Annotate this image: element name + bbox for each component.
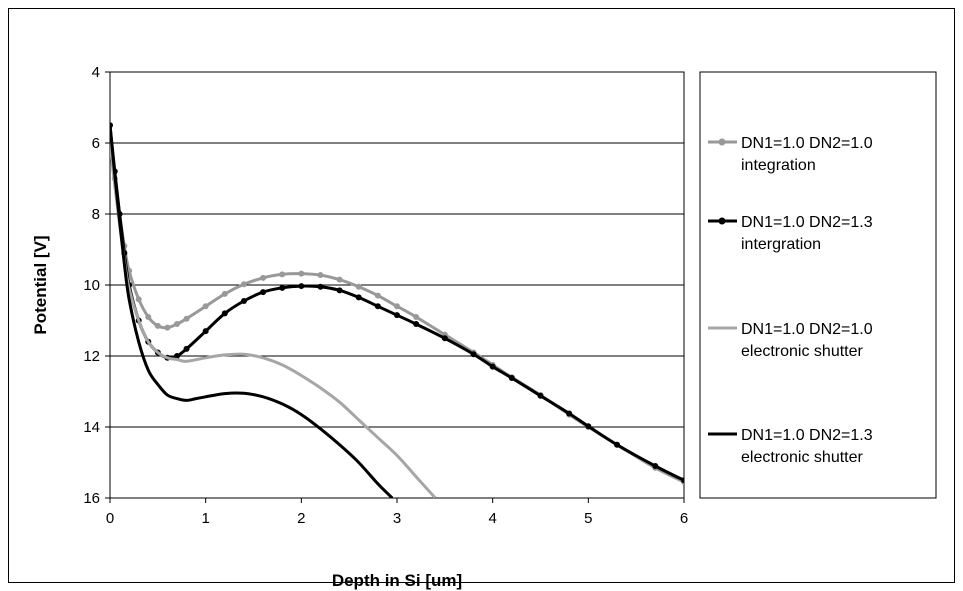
data-point bbox=[240, 297, 247, 304]
x-axis-title: Depth in Si [um] bbox=[332, 571, 462, 590]
legend-label: integration bbox=[741, 157, 816, 174]
series-4 bbox=[110, 125, 394, 498]
legend-marker bbox=[718, 217, 726, 225]
y-tick-label: 16 bbox=[83, 490, 100, 507]
y-tick-label: 8 bbox=[92, 206, 100, 223]
legend-label: electronic shutter bbox=[741, 449, 864, 466]
data-point bbox=[260, 289, 267, 296]
data-point bbox=[202, 303, 209, 310]
data-point bbox=[221, 290, 228, 297]
y-tick-label: 14 bbox=[83, 419, 100, 436]
data-point bbox=[317, 283, 324, 290]
data-point bbox=[681, 477, 684, 484]
x-tick-label: 4 bbox=[488, 510, 496, 527]
data-point bbox=[298, 283, 305, 290]
legend-entry-3: DN1=1.0 DN2=1.0 electronic shutter bbox=[708, 321, 873, 360]
data-point bbox=[183, 315, 190, 322]
data-point bbox=[566, 410, 573, 417]
legend-entry-4: DN1=1.0 DN2=1.3 electronic shutter bbox=[708, 427, 873, 466]
data-point bbox=[441, 335, 448, 342]
data-point bbox=[154, 322, 161, 329]
x-tick-label: 1 bbox=[201, 510, 209, 527]
legend-entry-2: DN1=1.0 DN2=1.3 intergration bbox=[708, 214, 873, 253]
legend-label: DN1=1.0 DN2=1.3 bbox=[741, 427, 873, 444]
x-tick-label: 0 bbox=[106, 510, 114, 527]
series-line-4 bbox=[110, 125, 394, 498]
data-point bbox=[614, 441, 621, 448]
data-point bbox=[413, 313, 420, 320]
legend bbox=[699, 71, 937, 499]
y-tick-label: 10 bbox=[83, 277, 100, 294]
data-point bbox=[585, 423, 592, 430]
data-point bbox=[164, 324, 171, 331]
data-point bbox=[145, 313, 152, 320]
legend-label: intergration bbox=[741, 236, 821, 253]
y-tick-label: 12 bbox=[83, 348, 100, 365]
data-point bbox=[279, 284, 286, 291]
series-layer bbox=[110, 122, 684, 498]
y-axis-title: Potential [V] bbox=[31, 235, 50, 334]
data-point bbox=[298, 270, 305, 277]
data-point bbox=[202, 328, 209, 335]
data-point bbox=[413, 321, 420, 328]
data-point bbox=[221, 310, 228, 317]
series-2 bbox=[110, 122, 684, 484]
data-point bbox=[173, 353, 180, 359]
data-point bbox=[336, 276, 343, 283]
data-point bbox=[173, 321, 180, 328]
data-point bbox=[317, 272, 324, 279]
data-point bbox=[652, 463, 659, 470]
data-point bbox=[374, 303, 381, 310]
x-tick-label: 6 bbox=[680, 510, 688, 527]
series-3 bbox=[110, 142, 437, 498]
data-point bbox=[183, 345, 190, 352]
data-point bbox=[355, 294, 362, 301]
legend-label: electronic shutter bbox=[741, 343, 864, 360]
x-tick-label: 3 bbox=[393, 510, 401, 527]
data-point bbox=[537, 392, 544, 399]
series-line-3 bbox=[110, 142, 437, 498]
data-point bbox=[394, 312, 400, 319]
data-point bbox=[355, 283, 362, 290]
data-point bbox=[240, 281, 247, 288]
data-point bbox=[470, 351, 477, 358]
data-point bbox=[336, 287, 343, 294]
legend-label: DN1=1.0 DN2=1.3 bbox=[741, 214, 873, 231]
y-tick-label: 6 bbox=[92, 135, 100, 152]
data-point bbox=[508, 375, 515, 382]
legend-label: DN1=1.0 DN2=1.0 bbox=[741, 321, 873, 338]
y-tick-label: 4 bbox=[92, 64, 100, 81]
x-tick-label: 5 bbox=[584, 510, 592, 527]
data-point bbox=[394, 303, 400, 310]
legend-entry-1: DN1=1.0 DN2=1.0 integration bbox=[708, 135, 873, 174]
data-point bbox=[489, 363, 496, 370]
data-point bbox=[279, 271, 286, 278]
legend-label: DN1=1.0 DN2=1.0 bbox=[741, 135, 873, 152]
data-point bbox=[374, 292, 381, 299]
legend-marker bbox=[718, 138, 726, 146]
data-point bbox=[135, 296, 142, 303]
data-point bbox=[260, 274, 267, 281]
x-tick-label: 2 bbox=[297, 510, 305, 527]
